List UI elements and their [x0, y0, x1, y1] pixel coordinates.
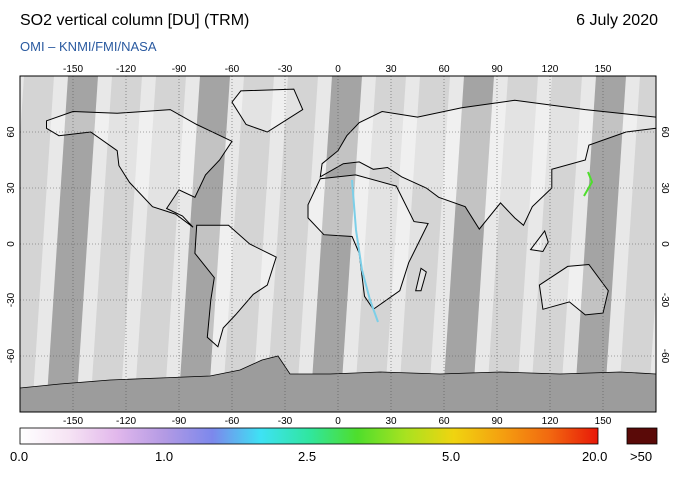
colorbar-label-4: 20.0: [582, 449, 608, 464]
colorbar-label-2: 2.5: [298, 449, 317, 464]
lon-tick-bottom: -30: [278, 416, 293, 427]
colorbar-overflow-swatch: [626, 427, 658, 445]
swath-band: [310, 76, 362, 412]
eurasia-outline: [319, 99, 656, 230]
lat-tick-left: 30: [6, 182, 17, 194]
lon-tick-bottom: 150: [595, 416, 612, 427]
lon-tick-top: 90: [491, 64, 503, 75]
so2-signal-africa: [351, 179, 379, 323]
lat-tick-left: -60: [6, 348, 17, 363]
borneo-outline: [529, 229, 549, 253]
data-source: OMI – KNMI/FMI/NASA: [20, 39, 157, 54]
swath-band: [266, 76, 318, 412]
lon-tick-bottom: 120: [542, 416, 559, 427]
lat-tick-right: -60: [659, 349, 670, 364]
lat-tick-right: 60: [659, 126, 670, 138]
north-america-outline: [46, 109, 233, 228]
lon-tick-top: 60: [438, 64, 450, 75]
colorbar-label-5: >50: [630, 449, 653, 464]
colorbar: [19, 427, 599, 445]
lon-tick-top: 30: [385, 64, 397, 75]
lon-tick-bottom: 0: [335, 416, 341, 427]
lon-tick-bottom: -120: [116, 416, 136, 427]
madagascar-outline: [415, 267, 427, 292]
swath-band: [574, 76, 626, 412]
map-area: [20, 76, 656, 412]
lon-tick-top: 120: [542, 64, 559, 75]
south-america-outline: [194, 224, 277, 348]
lon-tick-bottom: -60: [225, 416, 240, 427]
lat-tick-right: 0: [659, 241, 670, 247]
lon-tick-bottom: 60: [438, 416, 450, 427]
swath-band: [398, 76, 450, 412]
lon-ticks-bottom: -150 -120 -90 -60 -30 0 30 60 90 120 150: [63, 416, 612, 427]
so2-signal-japan: [583, 171, 594, 197]
lon-tick-top: -120: [116, 64, 136, 75]
lat-tick-left: 60: [6, 126, 17, 138]
lon-tick-top: -150: [63, 64, 83, 75]
swath-band: [618, 76, 656, 412]
map-date: 6 July 2020: [576, 12, 658, 29]
lon-ticks-top: -150 -120 -90 -60 -30 0 30 60 90 120 150: [63, 64, 612, 75]
colorbar-label-0: 0.0: [10, 449, 29, 464]
lon-tick-bottom: 30: [385, 416, 397, 427]
lon-tick-bottom: -150: [63, 416, 83, 427]
greenland-outline: [231, 88, 304, 133]
map-frame: [19, 75, 657, 413]
lat-ticks-left: 60 30 0 -30 -60: [6, 126, 17, 363]
colorbar-label-1: 1.0: [155, 449, 174, 464]
lon-tick-top: 0: [335, 64, 341, 75]
swath-band: [442, 76, 494, 412]
lat-tick-right: 30: [659, 182, 670, 194]
swath-band: [134, 76, 186, 412]
lon-tick-top: -90: [172, 64, 187, 75]
swath-band: [178, 76, 230, 412]
gridlines: [20, 76, 656, 412]
lat-tick-left: -30: [6, 292, 17, 307]
swath-band: [20, 76, 54, 412]
lon-tick-top: 150: [595, 64, 612, 75]
swath-band: [530, 76, 582, 412]
map-title: SO2 vertical column [DU] (TRM): [20, 12, 250, 29]
lat-tick-left: 0: [6, 241, 17, 247]
lat-tick-right: -30: [659, 293, 670, 308]
lon-tick-top: -30: [278, 64, 293, 75]
lat-ticks-right: 60 30 0 -30 -60: [659, 126, 670, 363]
lon-tick-top: -60: [225, 64, 240, 75]
colorbar-label-3: 5.0: [442, 449, 461, 464]
lon-tick-bottom: 90: [491, 416, 503, 427]
lon-tick-bottom: -90: [172, 416, 187, 427]
